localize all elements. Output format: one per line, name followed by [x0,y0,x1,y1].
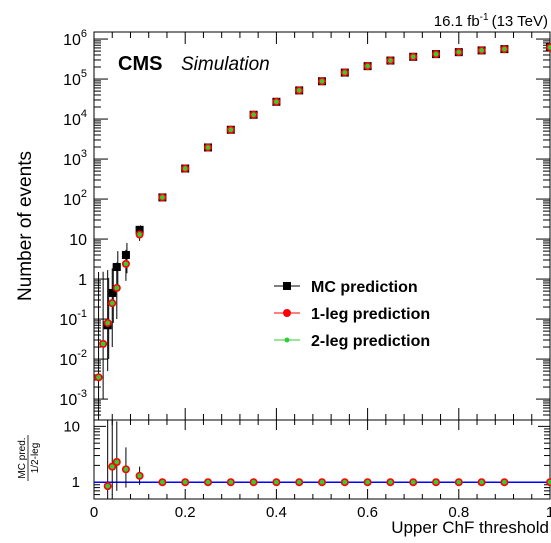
x-tick-label: 0.2 [175,504,196,521]
ratio-point-2leg [251,479,256,485]
two-leg-point [502,46,507,52]
ratio-point-2leg [365,479,370,485]
two-leg-point [105,320,111,326]
ratio-point-2leg [123,466,129,472]
two-leg-point [456,49,462,55]
ratio-point-2leg [319,479,325,485]
ratio-point-2leg [410,479,416,485]
y-tick-label: 106 [63,28,87,49]
x-tick-labels: 0 0.2 0.4 0.6 0.8 1 [90,504,551,521]
main-y-tick-labels: 10-3 10-2 10-1 1 10 102 103 104 105 106 [59,28,87,409]
y-tick-label: 10-1 [59,308,87,329]
ratio-point-2leg [547,479,551,485]
two-leg-point [228,127,234,133]
two-leg-point [123,261,129,267]
two-leg-point [96,374,101,380]
mc-point [121,250,130,259]
two-leg-point [319,78,325,84]
legend-entry-1leg: 1-leg prediction [274,306,430,323]
y-tick-label: 10-2 [59,348,87,369]
ratio-point-2leg [105,483,111,489]
two-leg-point [182,166,188,171]
ratio-point-2leg [502,479,507,485]
two-leg-point [100,341,106,347]
two-leg-point [388,58,393,63]
y-tick-label: 105 [63,68,87,89]
ratio-point-2leg [182,479,188,485]
two-leg-point [114,285,120,291]
y-tick-label: 104 [63,108,87,129]
ratio-point-2leg [388,479,393,485]
x-tick-label: 0.4 [266,504,287,521]
x-axis-label: Upper ChF threshold [391,518,549,537]
x-tick-label: 0.8 [448,504,469,521]
legend-marker-2leg [284,337,290,343]
legend-entry-2leg: 2-leg prediction [274,333,430,350]
ratio-point-2leg [479,479,484,485]
two-leg-point [410,54,416,60]
two-leg-point [547,44,551,50]
ratio-y-numerator: MC pred. [17,437,28,478]
cms-label: CMS [118,53,162,75]
x-tick-label: 1 [546,504,551,521]
y-tick-label: 10-3 [59,388,87,409]
y-axis-label: Number of events [15,151,36,301]
mc-point [108,288,117,297]
legend-marker-1leg [283,309,291,317]
two-leg-point [137,232,143,237]
main-plot-frame [93,31,551,421]
ratio-y-denominator: 1/2-leg [30,443,41,474]
two-leg-point [433,51,439,57]
ratio-axis-ticks [93,420,551,499]
ratio-point-2leg [109,464,115,470]
two-leg-point [205,145,211,150]
legend-entry-mc: MC prediction [274,279,418,296]
y-tick-label: 1 [78,272,87,289]
y-tick-label: 10 [69,232,87,249]
legend-label-1leg: 1-leg prediction [311,306,430,323]
ratio-y-tick-labels: 1 10 [63,418,80,491]
ratio-point-2leg [296,479,302,485]
two-leg-point [296,88,302,93]
main-axis-ticks [93,32,551,421]
ratio-point-2leg [137,473,143,479]
legend: MC prediction 1-leg prediction 2-leg pre… [274,279,430,350]
legend-label-mc: MC prediction [311,279,418,296]
two-leg-point [479,48,484,53]
ratio-point-2leg [274,479,279,485]
main-data-points [94,43,551,420]
y-tick-label: 102 [63,188,87,209]
ratio-y-axis-label: MC pred. 1/2-leg [17,435,41,481]
two-leg-point [342,70,348,75]
two-leg-point [274,99,279,105]
mc-point [112,263,121,272]
two-leg-point [109,300,115,306]
x-tick-label: 0 [90,504,98,521]
ratio-point-2leg [160,479,165,485]
ratio-point-2leg [114,459,120,465]
y-tick-label: 103 [63,148,87,169]
two-leg-point [365,63,370,69]
ratio-point-2leg [342,479,348,485]
ratio-data-points [103,420,551,499]
mc-point [135,225,144,234]
ratio-point-2leg [205,479,211,485]
lumi-label: 16.1 fb-1 (13 TeV) [434,12,548,30]
ratio-point-2leg [456,479,462,485]
ratio-plot-frame [93,419,551,500]
legend-label-2leg: 2-leg prediction [311,333,430,350]
simulation-label: Simulation [181,54,270,75]
ratio-point-2leg [228,479,234,485]
ratio-y-tick-label: 10 [63,418,80,435]
ratio-y-tick-label: 1 [72,474,80,491]
legend-marker-mc [283,282,291,290]
x-tick-label: 0.6 [357,504,378,521]
ratio-point-2leg [433,479,439,485]
two-leg-point [160,195,165,200]
two-leg-point [251,112,256,118]
